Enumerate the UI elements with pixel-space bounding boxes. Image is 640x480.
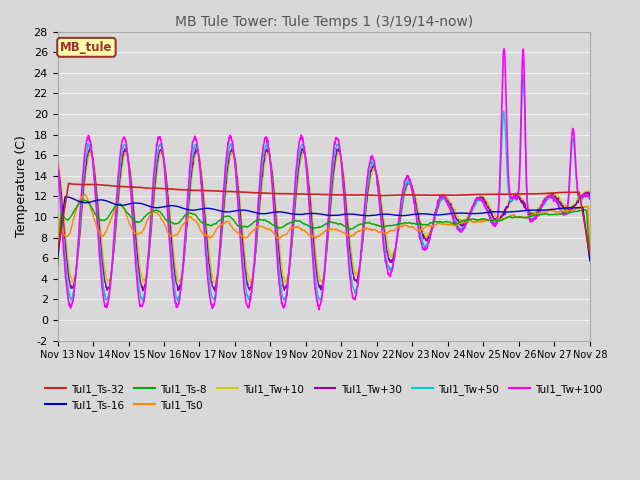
Title: MB Tule Tower: Tule Temps 1 (3/19/14-now): MB Tule Tower: Tule Temps 1 (3/19/14-now… — [175, 15, 473, 29]
Y-axis label: Temperature (C): Temperature (C) — [15, 135, 28, 237]
Text: MB_tule: MB_tule — [60, 41, 113, 54]
Legend: Tul1_Ts-32, Tul1_Ts-16, Tul1_Ts-8, Tul1_Ts0, Tul1_Tw+10, Tul1_Tw+30, Tul1_Tw+50,: Tul1_Ts-32, Tul1_Ts-16, Tul1_Ts-8, Tul1_… — [40, 380, 607, 415]
